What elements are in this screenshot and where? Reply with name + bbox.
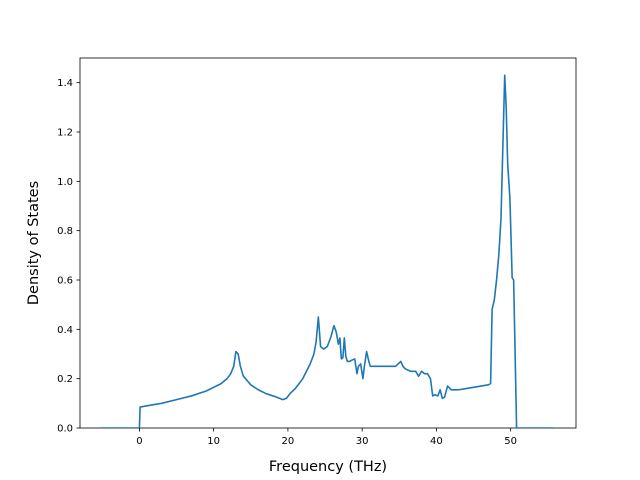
x-axis-label: Frequency (THz) (269, 459, 387, 475)
y-tick-label: 0.6 (57, 276, 73, 287)
y-axis: 0.0 0.2 0.4 0.6 0.8 1.0 1.2 1.4 (57, 78, 80, 435)
x-tick-label: 50 (504, 436, 517, 447)
x-tick-label: 10 (207, 436, 220, 447)
y-tick-label: 0.4 (57, 325, 73, 336)
x-tick-label: 30 (356, 436, 369, 447)
y-tick-label: 1.0 (57, 177, 73, 188)
x-tick-label: 0 (136, 436, 142, 447)
x-tick-label: 20 (282, 436, 295, 447)
y-tick-label: 1.4 (57, 78, 73, 89)
y-tick-label: 0.8 (57, 226, 73, 237)
x-axis: 0 10 20 30 40 50 (136, 428, 517, 447)
y-axis-label: Density of States (26, 181, 42, 305)
series-layer (100, 74, 554, 428)
y-tick-label: 0.0 (57, 424, 73, 435)
y-tick-label: 1.2 (57, 128, 73, 139)
plot-area (79, 57, 577, 429)
y-tick-label: 0.2 (57, 374, 73, 385)
x-tick-label: 40 (430, 436, 443, 447)
dos-line (100, 74, 554, 428)
